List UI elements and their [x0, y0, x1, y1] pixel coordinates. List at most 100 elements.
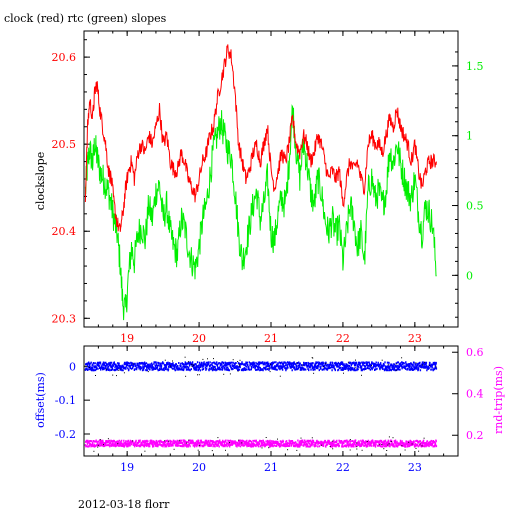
outlier-point — [366, 441, 368, 442]
outlier-point — [168, 440, 170, 442]
outlier-point — [97, 446, 99, 448]
top-left-axis-label: clockslope — [34, 152, 47, 210]
outlier-point — [237, 370, 239, 372]
outlier-point — [238, 439, 240, 441]
outlier-point — [370, 365, 372, 367]
x-tick-label: 20 — [192, 461, 206, 474]
right-y-tick-label: 0.4 — [466, 388, 484, 401]
outlier-point — [347, 361, 349, 363]
left-y-tick-label: 20.3 — [52, 312, 77, 325]
outlier-point — [229, 442, 231, 444]
outlier-point — [332, 440, 334, 442]
outlier-point — [401, 357, 403, 359]
outlier-point — [197, 449, 199, 451]
outlier-point — [105, 368, 107, 370]
outlier-point — [395, 363, 397, 365]
outlier-point — [323, 366, 324, 368]
outlier-point — [232, 359, 234, 361]
outlier-point — [225, 449, 226, 451]
outlier-point — [419, 443, 421, 445]
outlier-point — [184, 356, 186, 358]
outlier-point — [207, 358, 208, 360]
outlier-point — [287, 449, 289, 451]
outlier-point — [270, 363, 272, 365]
outlier-point — [269, 371, 271, 373]
outlier-point — [361, 449, 363, 451]
x-tick-label: 21 — [264, 461, 278, 474]
right-y-tick-label: 1 — [466, 130, 473, 143]
outlier-point — [325, 363, 327, 364]
outlier-point — [261, 447, 263, 449]
outlier-point — [388, 443, 390, 445]
outlier-point — [361, 374, 362, 376]
top-series-layer — [84, 44, 437, 321]
outlier-point — [197, 374, 198, 376]
outlier-point — [381, 444, 383, 445]
outlier-point — [268, 367, 270, 369]
outlier-point — [186, 442, 188, 444]
right-y-tick-label: 0.6 — [466, 346, 484, 359]
outlier-point — [388, 364, 390, 366]
x-tick-label: 23 — [408, 461, 422, 474]
top-x-axis: 19 20 21 22 23 — [83, 31, 459, 345]
outlier-point — [117, 443, 119, 445]
outlier-point — [313, 372, 315, 374]
series-rnd-trip-marks — [84, 439, 438, 448]
series-rnd-trip-points — [84, 439, 438, 448]
x-tick-label: 22 — [336, 461, 350, 474]
left-y-tick-label: 0 — [69, 360, 76, 373]
right-y-tick-label: 1.5 — [466, 60, 484, 73]
outlier-point — [147, 371, 149, 373]
outlier-point — [89, 367, 90, 369]
outlier-point — [279, 375, 281, 377]
outlier-point — [116, 375, 117, 377]
right-y-tick-label: 0.5 — [466, 200, 484, 213]
outlier-point — [321, 444, 323, 446]
outlier-point — [97, 444, 99, 446]
x-tick-label: 23 — [408, 332, 422, 345]
outlier-point — [415, 447, 417, 449]
series-clock-line — [84, 44, 437, 232]
outlier-point — [423, 361, 425, 363]
left-y-tick-label: -0.1 — [55, 394, 76, 407]
outlier-point — [383, 448, 385, 450]
outlier-point — [223, 373, 225, 375]
right-y-tick-label: 0.2 — [466, 429, 484, 442]
top-right-axis: 0 0.5 1 1.5 — [452, 51, 484, 318]
outlier-point — [213, 368, 215, 370]
outlier-point — [172, 360, 173, 362]
outlier-point — [213, 358, 214, 360]
outlier-point — [387, 444, 389, 446]
outlier-point — [422, 364, 424, 366]
outlier-point — [164, 359, 166, 361]
outlier-point — [429, 364, 431, 366]
outlier-point — [191, 364, 193, 365]
outlier-point — [388, 436, 390, 438]
x-tick-label: 22 — [336, 332, 350, 345]
outlier-point — [217, 437, 219, 439]
outlier-point — [381, 359, 383, 361]
left-y-tick-label: -0.2 — [55, 428, 76, 441]
outlier-point — [296, 362, 298, 364]
chart-title: clock (red) rtc (green) slopes — [4, 12, 167, 25]
outlier-point — [173, 448, 175, 450]
outlier-point — [118, 369, 120, 371]
outlier-point — [415, 362, 417, 364]
outlier-point — [392, 437, 394, 439]
outlier-point — [123, 372, 125, 374]
outlier-point — [144, 450, 146, 452]
outlier-point — [237, 361, 239, 363]
outlier-point — [390, 441, 392, 442]
outlier-point — [188, 439, 190, 441]
outlier-point — [99, 439, 101, 441]
footer-caption: 2012-03-18 florr — [78, 498, 170, 511]
outlier-point — [354, 367, 356, 369]
outlier-point — [185, 375, 187, 377]
outlier-point — [356, 448, 358, 450]
outlier-point — [265, 437, 267, 438]
bottom-x-axis: 19 20 21 22 23 — [83, 346, 459, 474]
outlier-point — [107, 438, 109, 440]
series-offset-points — [84, 361, 438, 372]
outlier-point — [132, 363, 134, 365]
